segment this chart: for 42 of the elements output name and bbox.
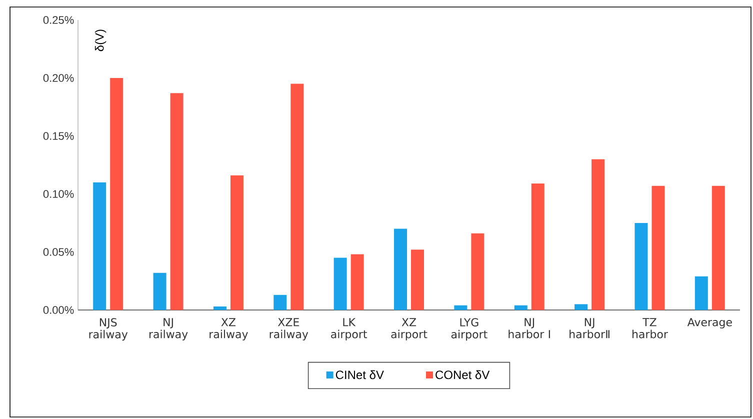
bar: [471, 233, 484, 310]
y-tick-label: 0.20%: [43, 74, 74, 82]
x-tick-label: NJS railway: [89, 318, 128, 341]
x-tick-label: NJ harbor Ⅰ: [508, 318, 550, 338]
x-tick-label: NJ railway: [149, 318, 188, 340]
x-tick-label: Average: [687, 318, 732, 328]
y-tick-label: 0.10%: [43, 190, 74, 198]
x-tick-label: NJ harborⅡ: [570, 318, 610, 338]
x-tick-label: XZ railway: [210, 318, 248, 340]
x-tick-label: XZ airport: [391, 318, 428, 340]
bar: [652, 186, 665, 310]
bar: [334, 258, 347, 310]
bar: [574, 304, 588, 310]
bar: [274, 294, 287, 310]
bar: [634, 222, 648, 310]
y-tick-label: 0.00%: [43, 306, 74, 314]
y-tick-label: 0.05%: [43, 248, 74, 256]
bar: [514, 305, 528, 310]
x-tick-label: TZ harbor: [632, 318, 668, 338]
bar: [213, 306, 226, 310]
bar: [712, 186, 725, 310]
bar: [394, 228, 408, 310]
bar: [93, 182, 106, 310]
bar: [230, 175, 244, 310]
y-tick-label: 0.25%: [43, 16, 74, 24]
bar: [290, 84, 304, 310]
bar: [110, 78, 124, 310]
bar: [592, 159, 605, 310]
bar: [153, 272, 166, 310]
x-tick-label: LK airport: [331, 318, 367, 340]
x-tick-label: XZE railway: [270, 318, 308, 340]
bar: [411, 250, 424, 310]
bar: [694, 276, 708, 310]
bar: [531, 184, 544, 310]
bar: [454, 305, 468, 310]
x-tick-label: LYG airport: [451, 318, 488, 341]
bar: [350, 254, 364, 310]
bar: [170, 93, 184, 310]
legend-label: CINet δV: [336, 370, 384, 380]
y-axis-title: δ(V): [94, 30, 106, 52]
legend-label: CONet δV: [436, 370, 490, 380]
y-tick-label: 0.15%: [43, 132, 74, 140]
